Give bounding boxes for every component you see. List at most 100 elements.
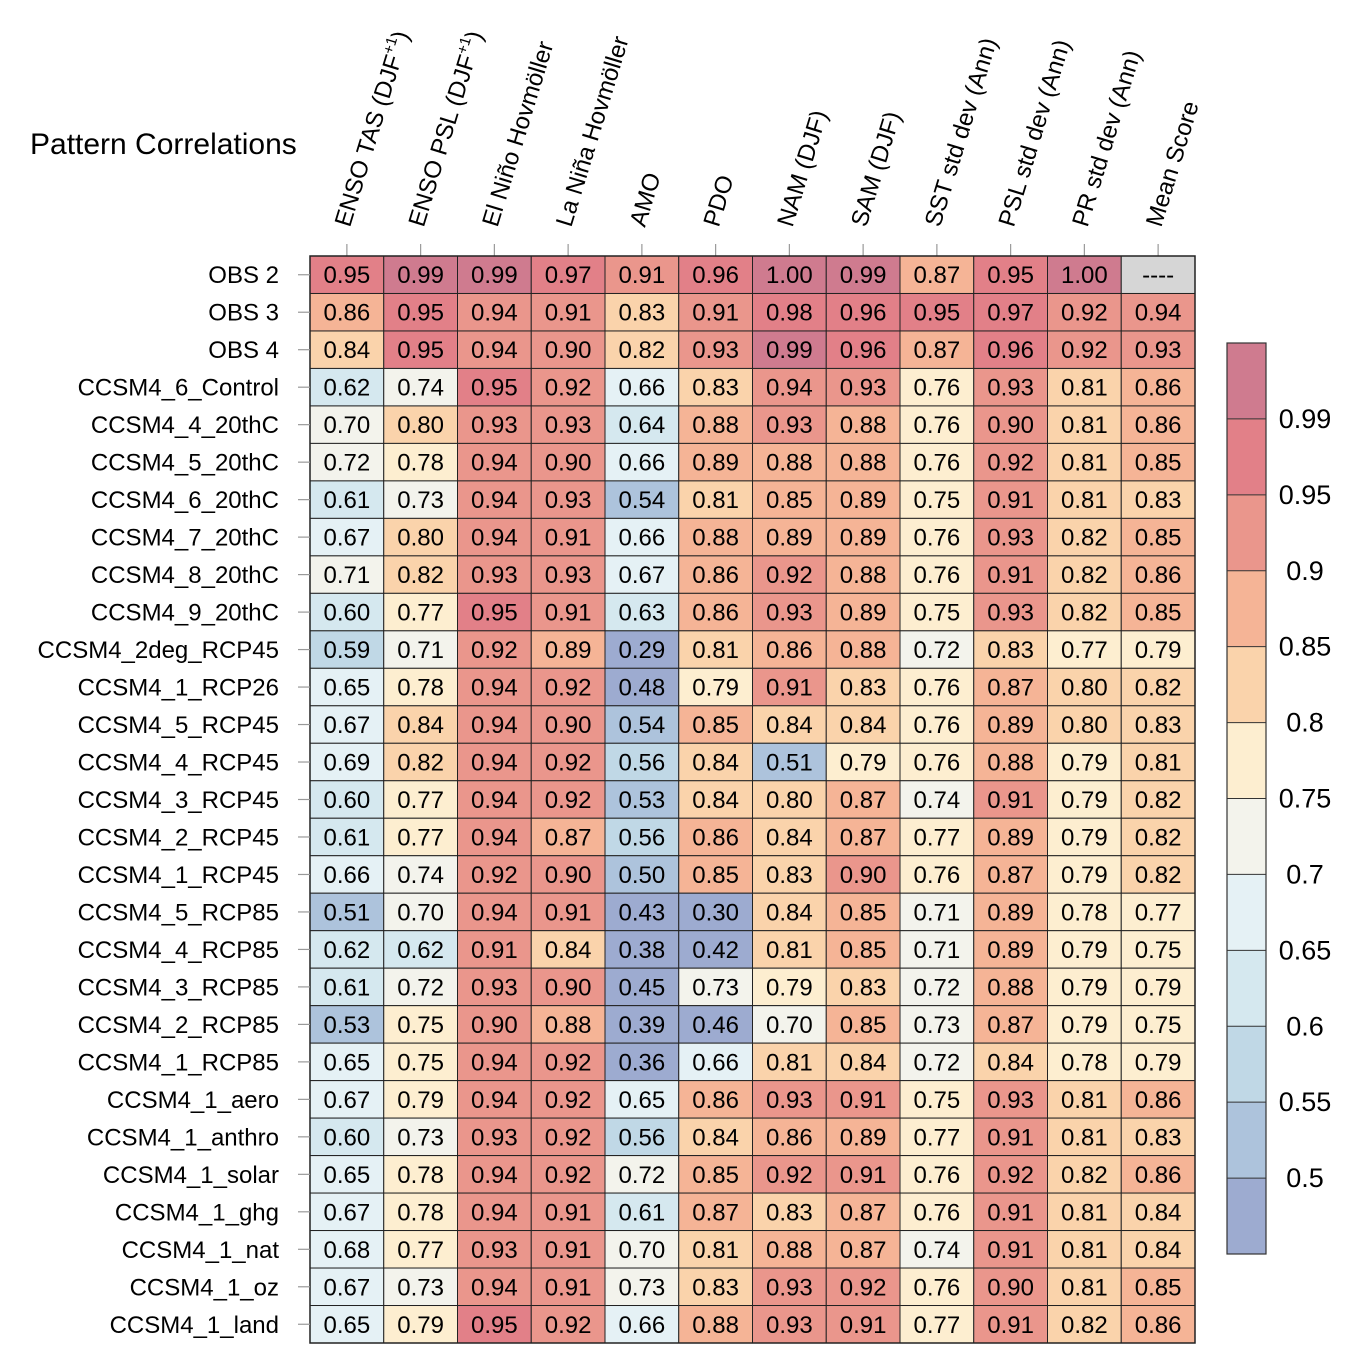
cell-value-label: 0.73 — [397, 1274, 444, 1301]
row-label: CCSM4_6_20thC — [91, 487, 279, 514]
cell-value-label: 0.73 — [914, 1012, 961, 1039]
row-labels: OBS 2 OBS 3 OBS 4 CCSM4_6_Control CCSM4_4_20… — [38, 262, 310, 1339]
colorbar-segment — [1227, 570, 1266, 647]
cell-value-label: 0.91 — [545, 1237, 592, 1264]
cell-value-label: 0.87 — [914, 262, 961, 289]
row-label: CCSM4_5_RCP85 — [78, 899, 279, 926]
cell-value-label: 0.88 — [545, 1012, 592, 1039]
cell-value-label: 0.99 — [766, 337, 813, 364]
heatmap-cell — [1047, 555, 1122, 594]
cell-value-label: 0.96 — [840, 337, 887, 364]
heatmap-cell — [530, 780, 606, 819]
heatmap-cell — [383, 555, 458, 594]
colorbar-tick-label: 0.55 — [1279, 1087, 1332, 1117]
heatmap-cell — [973, 1042, 1048, 1082]
cell-value-label: 0.94 — [471, 675, 518, 702]
cell-value-label: 0.65 — [324, 1162, 371, 1189]
colorbar-segment — [1227, 494, 1266, 571]
cell-value-label: 0.75 — [914, 600, 961, 627]
cell-value-label: 1.00 — [1061, 262, 1108, 289]
chart-title: Pattern Correlations — [30, 128, 297, 161]
cell-value-label: 0.83 — [1135, 712, 1182, 739]
cell-value-label: 0.77 — [914, 1124, 961, 1151]
cell-value-label: 0.76 — [914, 675, 961, 702]
cell-value-label: 0.95 — [987, 262, 1034, 289]
cell-value-label: 0.91 — [987, 1237, 1034, 1264]
heatmap-cell — [899, 1117, 975, 1157]
cell-value-label: 0.94 — [471, 1199, 518, 1226]
cell-value-label: 0.83 — [1135, 487, 1182, 514]
heatmap-cell — [383, 705, 458, 744]
heatmap-cell — [604, 292, 680, 332]
column-label: AMO — [625, 170, 667, 230]
cell-value-label: 0.79 — [1061, 824, 1108, 851]
heatmap-cell — [604, 1005, 680, 1044]
cell-value-label: 0.74 — [397, 862, 444, 889]
cell-value-label: 0.89 — [840, 600, 887, 627]
heatmap-cell — [309, 630, 385, 669]
heatmap-cell — [825, 330, 901, 369]
cell-value-label: 0.99 — [840, 262, 887, 289]
cell-value-label: 0.89 — [987, 937, 1034, 964]
heatmap-cell — [825, 517, 901, 557]
cell-value-label: 0.94 — [471, 487, 518, 514]
cell-value-label: 0.88 — [692, 412, 739, 439]
heatmap-cell — [530, 1117, 606, 1157]
cell-value-label: 0.86 — [1135, 1087, 1182, 1114]
cell-value-label: 0.70 — [619, 1237, 666, 1264]
cell-value-label: 0.81 — [692, 1237, 739, 1264]
cell-value-label: 0.90 — [987, 1274, 1034, 1301]
cell-value-label: 0.95 — [471, 600, 518, 627]
column-label: La Niña Hovmöller — [551, 33, 635, 230]
cell-value-label: 0.88 — [987, 750, 1034, 777]
cell-value-label: 0.83 — [766, 1199, 813, 1226]
cell-value-label: 0.84 — [840, 1049, 887, 1076]
heatmap-cell — [1120, 817, 1196, 857]
heatmap-cell — [825, 592, 901, 632]
cell-value-label: 0.91 — [619, 262, 666, 289]
heatmap-cell — [309, 892, 385, 932]
cell-value-label: ---- — [1142, 262, 1174, 289]
cell-value-label: 0.78 — [397, 450, 444, 477]
column-label: ENSO TAS (DJF+1) — [328, 27, 415, 230]
heatmap-cell — [973, 292, 1048, 332]
heatmap-cell — [457, 480, 532, 519]
cell-value-label: 0.64 — [619, 412, 666, 439]
cell-value-label: 0.94 — [471, 337, 518, 364]
heatmap-cell — [530, 442, 606, 482]
cell-value-label: 0.78 — [397, 1162, 444, 1189]
cell-value-label: 0.82 — [1135, 675, 1182, 702]
heatmap-cell — [678, 930, 753, 969]
cell-value-label: 0.87 — [987, 675, 1034, 702]
row-label: CCSM4_1_RCP45 — [78, 862, 279, 889]
cell-value-label: 0.77 — [1135, 899, 1182, 926]
column-label: SAM (DJF) — [846, 108, 907, 229]
heatmap-cell — [383, 780, 458, 819]
cell-value-label: 0.78 — [397, 1199, 444, 1226]
heatmap-cell — [825, 817, 901, 857]
cell-value-label: 0.88 — [692, 525, 739, 552]
row-label: CCSM4_5_RCP45 — [78, 712, 279, 739]
colorbar-segment — [1227, 722, 1266, 799]
cell-value-label: 0.95 — [397, 300, 444, 327]
row-label: CCSM4_4_RCP85 — [78, 937, 279, 964]
heatmap-cell — [1120, 292, 1196, 332]
cell-value-label: 0.93 — [987, 525, 1034, 552]
cell-value-label: 0.68 — [324, 1237, 371, 1264]
heatmap-cell — [604, 480, 680, 519]
cell-value-label: 0.75 — [397, 1049, 444, 1076]
colorbar-segment — [1227, 646, 1266, 723]
cell-value-label: 0.82 — [397, 562, 444, 589]
cell-value-label: 0.79 — [1135, 974, 1182, 1001]
heatmap-cell — [899, 742, 975, 782]
heatmap-cell — [604, 442, 680, 482]
cell-value-label: 0.81 — [1061, 487, 1108, 514]
cell-value-label: 1.00 — [766, 262, 813, 289]
heatmap-cell — [825, 630, 901, 669]
cell-value-label: 0.81 — [692, 487, 739, 514]
heatmap-cell — [309, 1267, 385, 1307]
cell-value-label: 0.67 — [619, 562, 666, 589]
row-label: CCSM4_2deg_RCP45 — [38, 637, 279, 664]
heatmap-cell — [309, 667, 385, 707]
cell-value-label: 0.82 — [1135, 787, 1182, 814]
